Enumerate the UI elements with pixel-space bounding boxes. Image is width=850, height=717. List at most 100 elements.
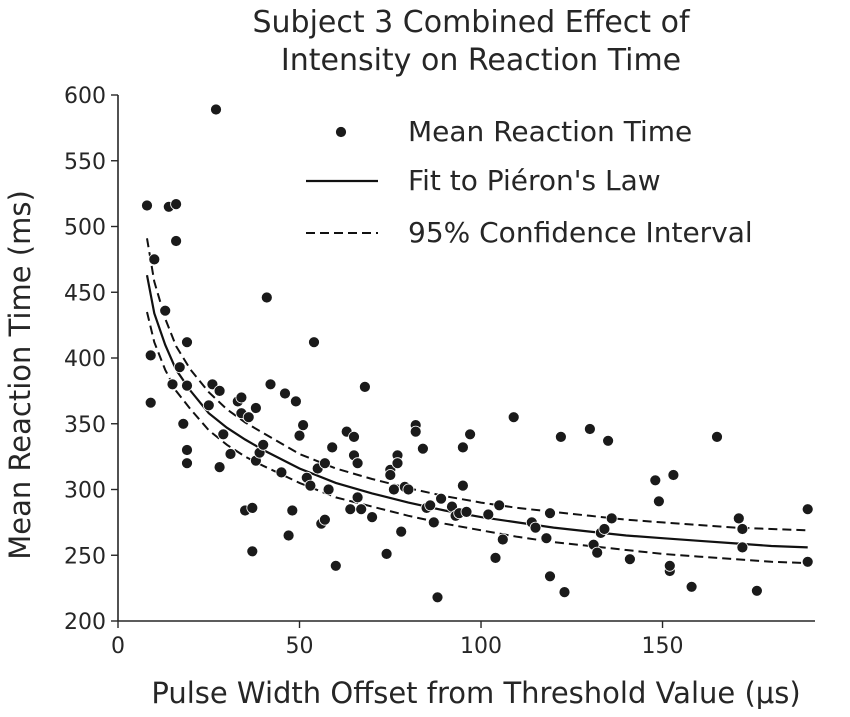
data-point-92 — [540, 532, 553, 545]
x-ticks: 0 50 100 150 — [111, 621, 684, 659]
data-point-14 — [181, 457, 193, 470]
data-point-34 — [264, 378, 277, 391]
data-point-6 — [166, 378, 179, 391]
data-point-13 — [181, 444, 193, 456]
data-point-35 — [275, 466, 288, 479]
chart-title-line-1: Subject 3 Combined Effect of — [252, 5, 690, 40]
data-point-94 — [544, 507, 556, 520]
data-point-86 — [489, 552, 502, 564]
data-point-97 — [584, 423, 596, 435]
data-point-113 — [736, 523, 749, 535]
legend-marker-points — [335, 126, 347, 138]
data-point-102 — [602, 434, 614, 447]
data-point-67 — [395, 525, 408, 538]
data-point-77 — [435, 492, 448, 505]
data-point-49 — [322, 483, 335, 496]
x-tick-label: 50 — [286, 634, 314, 659]
data-point-44 — [308, 336, 320, 349]
data-point-116 — [801, 503, 814, 516]
data-point-53 — [344, 503, 357, 516]
y-tick-label: 300 — [64, 479, 106, 504]
data-point-85 — [482, 508, 495, 521]
data-point-110 — [685, 580, 698, 593]
data-point-43 — [304, 479, 317, 492]
data-point-101 — [598, 523, 611, 535]
data-point-74 — [424, 499, 437, 512]
data-point-75 — [427, 516, 440, 529]
data-point-21 — [224, 448, 237, 460]
data-point-61 — [380, 548, 393, 560]
data-point-81 — [456, 441, 469, 454]
data-point-111 — [711, 430, 723, 443]
data-point-76 — [431, 591, 444, 604]
data-point-7 — [170, 235, 183, 247]
data-point-84 — [464, 428, 477, 441]
y-tick-label: 250 — [64, 544, 106, 569]
data-point-26 — [242, 411, 255, 424]
data-point-11 — [181, 336, 193, 349]
data-point-95 — [555, 430, 567, 443]
data-point-27 — [246, 545, 259, 558]
data-point-0 — [141, 199, 153, 212]
data-point-108 — [663, 559, 676, 572]
data-point-109 — [667, 469, 680, 481]
data-point-117 — [801, 555, 814, 568]
chart-title-line-2: Intensity on Reaction Time — [281, 43, 681, 78]
y-tick-label: 200 — [64, 610, 106, 635]
data-point-1 — [144, 349, 157, 362]
y-ticks: 200 250 300 350 400 450 500 550 600 — [64, 84, 118, 635]
y-tick-label: 600 — [64, 84, 106, 109]
x-axis-label: Pulse Width Offset from Threshold Value … — [151, 676, 800, 710]
data-point-96 — [558, 586, 571, 598]
data-point-56 — [351, 457, 364, 470]
data-point-51 — [329, 559, 342, 572]
data-point-36 — [279, 387, 291, 400]
legend-label-ci: 95% Confidence Interval — [408, 216, 753, 249]
data-point-23 — [235, 391, 248, 404]
data-point-64 — [387, 483, 400, 496]
data-point-20 — [217, 428, 230, 441]
confidence-interval-lower-line — [146, 311, 808, 565]
data-point-114 — [736, 541, 749, 554]
data-point-93 — [544, 570, 556, 583]
data-point-37 — [282, 529, 295, 542]
data-point-4 — [159, 304, 172, 317]
data-point-2 — [144, 396, 157, 409]
data-point-28 — [246, 501, 259, 514]
x-tick-label: 0 — [111, 634, 125, 659]
data-point-60 — [366, 511, 379, 523]
data-point-99 — [591, 546, 604, 559]
data-point-38 — [286, 504, 299, 517]
data-points — [141, 103, 814, 604]
data-point-91 — [529, 521, 542, 534]
legend-label-points: Mean Reaction Time — [408, 115, 692, 148]
confidence-interval-upper-line — [146, 238, 808, 532]
data-point-47 — [318, 513, 331, 526]
data-point-8 — [170, 198, 183, 211]
data-point-89 — [507, 411, 520, 424]
data-point-88 — [496, 533, 509, 546]
data-point-82 — [456, 479, 469, 492]
legend: Mean Reaction Time Fit to Piéron's Law 9… — [306, 115, 753, 249]
y-tick-label: 550 — [64, 150, 106, 175]
data-point-104 — [624, 553, 636, 566]
data-point-59 — [358, 380, 371, 393]
data-point-66 — [391, 457, 404, 470]
data-point-69 — [402, 483, 415, 496]
data-point-12 — [181, 379, 193, 392]
data-point-57 — [351, 491, 364, 504]
data-point-71 — [409, 425, 422, 438]
y-tick-label: 500 — [64, 216, 106, 241]
data-point-54 — [348, 430, 360, 443]
legend-label-fit: Fit to Piéron's Law — [408, 164, 661, 197]
x-tick-label: 100 — [460, 634, 502, 659]
data-point-10 — [177, 417, 190, 430]
data-point-18 — [213, 384, 226, 397]
data-point-48 — [318, 457, 331, 470]
data-point-112 — [732, 512, 745, 525]
data-point-72 — [416, 442, 429, 455]
data-point-106 — [653, 495, 665, 508]
data-point-50 — [326, 441, 339, 454]
y-axis-label: Mean Reaction Time (ms) — [3, 190, 37, 560]
data-point-105 — [649, 474, 662, 487]
